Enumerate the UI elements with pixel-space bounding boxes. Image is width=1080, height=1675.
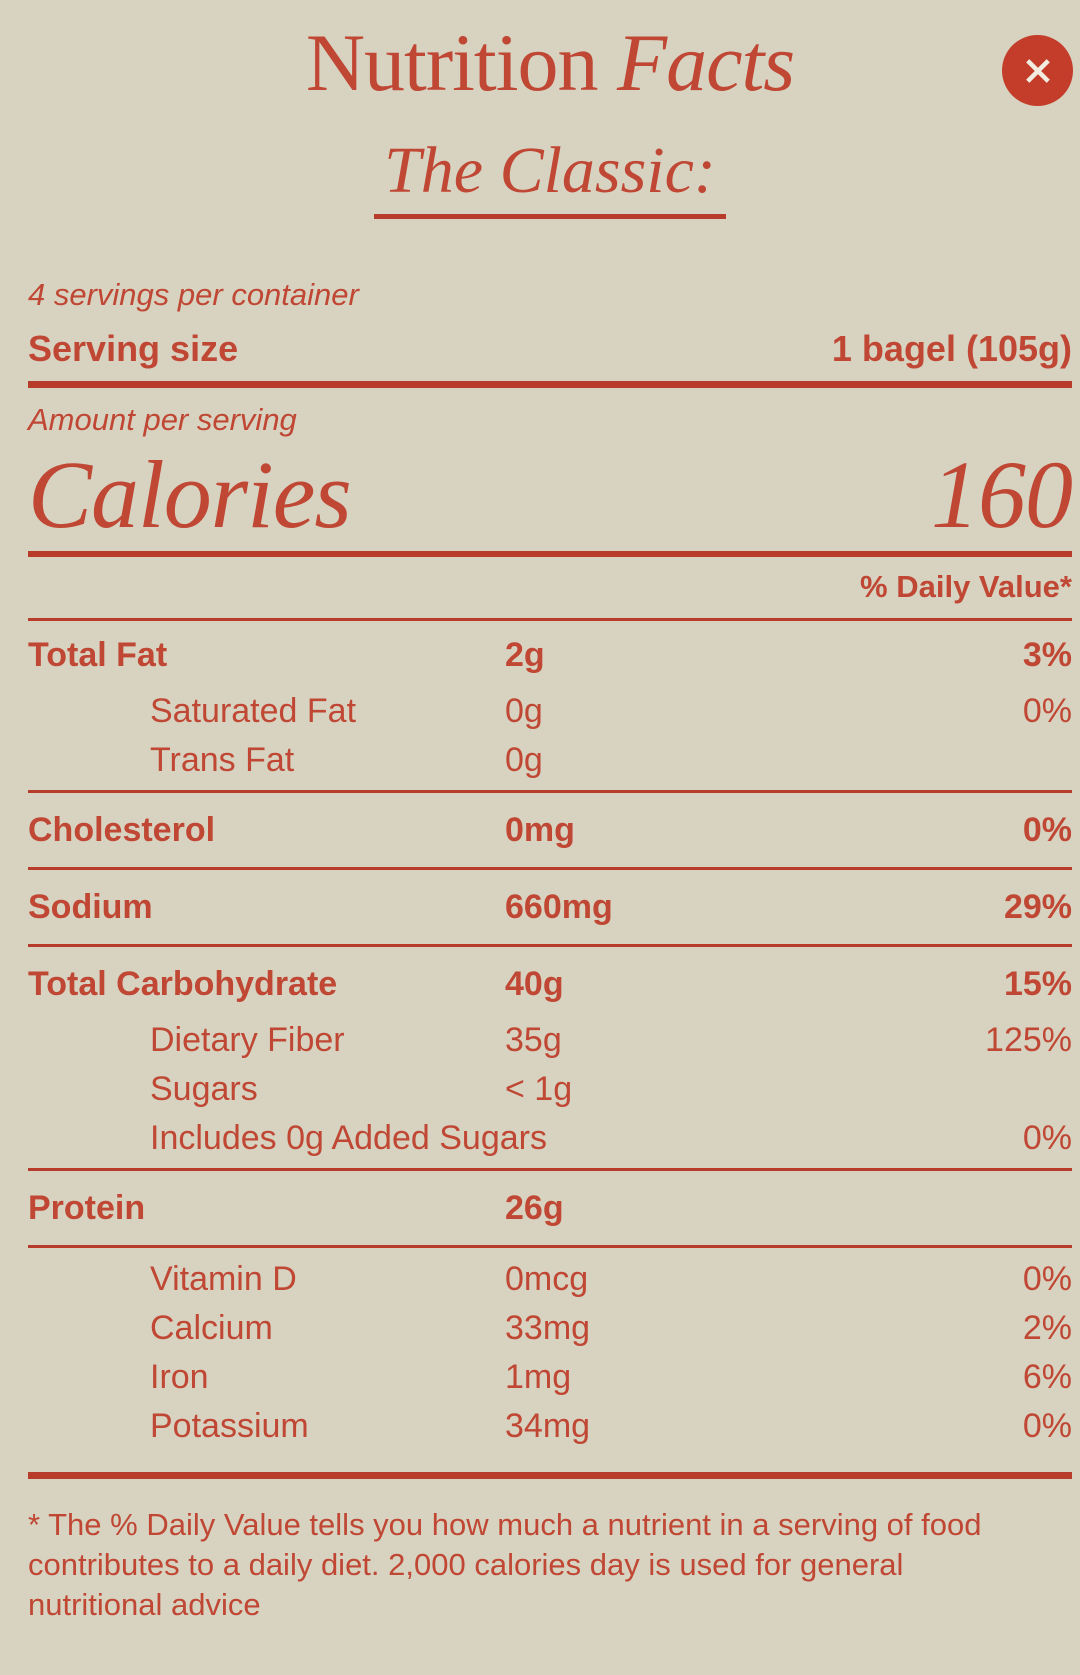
nutrient-amount: 660mg [505,888,613,927]
nutrient-amount: 0mg [505,811,575,850]
servings-per-container: 4 servings per container [28,277,359,312]
product-subtitle: The Classic: [374,138,726,219]
calories-value: 160 [931,441,1073,548]
nutrient-daily-value: 29% [1003,888,1072,927]
nutrient-label: Dietary Fiber [150,1020,345,1059]
nutrient-row: Saturated Fat 0g 0% [28,686,1072,735]
nutrient-row: Trans Fat 0g [28,735,1072,784]
divider-thick [28,381,1072,388]
calories-label: Calories [28,441,352,548]
nutrient-row: Cholesterol 0mg 0% [28,799,1072,861]
nutrient-daily-value: 0% [1022,1259,1072,1298]
amount-per-serving-label: Amount per serving [28,402,297,437]
serving-size-value: 1 bagel (105g) [831,328,1072,369]
serving-size-label: Serving size [28,328,239,369]
nutrient-label: Protein [28,1189,146,1228]
nutrient-label: Vitamin D [150,1259,297,1298]
nutrient-label: Sugars [150,1069,258,1108]
nutrient-label: Sodium [28,888,153,927]
nutrient-daily-value: 0% [1022,691,1072,730]
nutrient-daily-value: 3% [1022,636,1072,675]
nutrient-daily-value: 0% [1022,1406,1072,1445]
nutrient-daily-value: 0% [1022,1118,1072,1157]
nutrient-row: Includes 0g Added Sugars 0% [28,1113,1072,1162]
nutrient-label: Total Fat [28,636,168,675]
subtitle-wrap: The Classic: [28,138,1072,219]
page-title-space [597,17,617,108]
nutrient-label: Potassium [150,1406,309,1445]
nutrient-row: Vitamin D 0mcg 0% [28,1254,1072,1303]
nutrient-label: Total Carbohydrate [28,965,338,1004]
daily-value-footnote: * The % Daily Value tells you how much a… [28,1507,982,1623]
page-title: Nutrition Facts [28,22,1072,104]
nutrient-row: Total Carbohydrate 40g 15% [28,953,1072,1015]
divider-thin [28,867,1072,871]
nutrient-daily-value: 0% [1022,811,1072,850]
nutrient-row: Total Fat 2g 3% [28,624,1072,686]
nutrient-row: Protein 26g [28,1177,1072,1239]
nutrient-label: Iron [150,1357,209,1396]
close-button[interactable] [1002,35,1073,106]
divider-thin [28,790,1072,794]
nutrient-row: Sugars < 1g [28,1064,1072,1113]
divider-thin [28,618,1072,622]
nutrient-label: Calcium [150,1308,273,1347]
nutrient-label: Trans Fat [150,740,295,779]
nutrient-amount: 40g [505,965,564,1004]
serving-size-row: Serving size 1 bagel (105g) [28,329,1072,369]
nutrient-daily-value: 2% [1022,1308,1072,1347]
divider-thin [28,1245,1072,1249]
divider-thin [28,1168,1072,1172]
nutrient-amount: 0g [505,740,543,779]
nutrient-amount: 2g [505,636,545,675]
nutrient-daily-value: 6% [1022,1357,1072,1396]
nutrient-row: Dietary Fiber 35g 125% [28,1015,1072,1064]
divider-thin [28,944,1072,948]
nutrient-row: Calcium 33mg 2% [28,1303,1072,1352]
nutrient-row: Potassium 34mg 0% [28,1401,1072,1450]
nutrient-amount: < 1g [505,1069,573,1108]
nutrient-amount: 0mcg [505,1259,589,1298]
nutrient-row: Iron 1mg 6% [28,1352,1072,1401]
nutrient-row: Sodium 660mg 29% [28,876,1072,938]
nutrient-amount: 1mg [505,1357,572,1396]
nutrient-amount: 26g [505,1189,564,1228]
nutrient-label: Cholesterol [28,811,216,850]
close-icon [1022,55,1054,87]
divider-thick [28,551,1072,558]
nutrient-amount: 0g [505,691,543,730]
nutrient-daily-value: 125% [985,1020,1072,1059]
nutrient-amount: 34mg [505,1406,591,1445]
daily-value-header: % Daily Value* [860,569,1072,605]
page-title-accent: Facts [616,17,795,108]
nutrient-label: Saturated Fat [150,691,357,730]
nutrient-amount: 35g [505,1020,562,1059]
nutrient-daily-value: 15% [1003,965,1072,1004]
nutrient-table: Total Fat 2g 3% Saturated Fat 0g 0% Tran… [28,624,1072,1450]
calories-row: Calories 160 [28,438,1073,551]
nutrient-label: Includes 0g Added Sugars [150,1118,547,1157]
divider-thick [28,1472,1072,1480]
page-title-main: Nutrition [305,17,599,108]
nutrient-amount: 33mg [505,1308,591,1347]
